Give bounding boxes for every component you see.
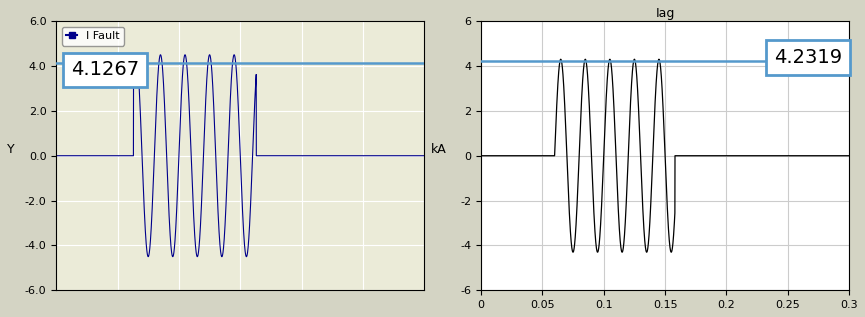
Title: Iag: Iag: [656, 7, 675, 20]
Legend: I Fault: I Fault: [61, 27, 125, 46]
Text: 4.2319: 4.2319: [774, 48, 842, 67]
Text: 4.1267: 4.1267: [71, 60, 139, 79]
Y-axis label: kA: kA: [432, 143, 447, 156]
Y-axis label: Y: Y: [7, 143, 15, 156]
